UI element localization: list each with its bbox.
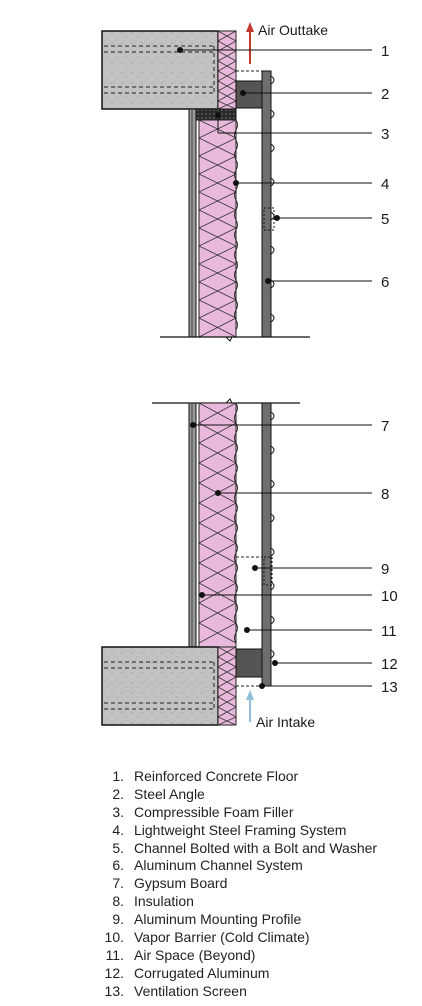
upper-detail <box>101 30 310 342</box>
legend-number: 9. <box>112 911 124 928</box>
legend-item: 8. Insulation <box>100 893 377 911</box>
legend-label: Ventilation Screen <box>134 982 247 999</box>
air-intake-arrow <box>246 690 254 722</box>
legend-item: 7. Gypsum Board <box>100 875 377 893</box>
legend-label: Compressible Foam Filler <box>134 803 294 820</box>
legend-item: 6. Aluminum Channel System <box>100 857 377 875</box>
legend-item: 9. Aluminum Mounting Profile <box>100 911 377 929</box>
legend-number: 7. <box>112 875 124 892</box>
legend-number: 3. <box>112 803 124 820</box>
legend-item: 5. Channel Bolted with a Bolt and Washer <box>100 840 377 858</box>
legend-number: 1. <box>112 768 124 784</box>
callout-12: 12 <box>381 656 398 673</box>
legend-list: 1. Reinforced Concrete Floor 2. Steel Angl… <box>100 768 378 1001</box>
legend-item: 12. Corrugated Aluminum <box>100 965 377 983</box>
callout-2: 2 <box>381 86 389 103</box>
air-outtake-arrow <box>246 22 254 64</box>
legend-label: Aluminum Channel System <box>134 857 303 874</box>
wall-section-diagram: Air Outtake <box>101 22 398 730</box>
legend-item: 4. Lightweight Steel Framing System <box>100 822 377 840</box>
legend-item: 13. Ventilation Screen <box>100 983 377 1001</box>
callout-6: 6 <box>381 274 389 291</box>
callout-8: 8 <box>381 486 389 503</box>
legend-number: 10. <box>104 929 124 946</box>
legend-number: 8. <box>112 893 124 910</box>
bolt-channel <box>263 207 275 231</box>
callout-7: 7 <box>381 418 389 435</box>
legend-label: Reinforced Concrete Floor <box>134 768 299 784</box>
insulation-upper <box>198 119 237 338</box>
concrete-floor-upper <box>101 30 219 110</box>
rebar-lower <box>104 661 215 710</box>
legend-number: 11. <box>105 946 124 963</box>
callout-9: 9 <box>381 561 389 578</box>
rebar-upper <box>104 45 215 94</box>
legend-item: 3. Compressible Foam Filler <box>100 804 377 822</box>
legend-label: Lightweight Steel Framing System <box>134 821 347 838</box>
legend-item: 11. Air Space (Beyond) <box>100 947 377 965</box>
legend-label: Gypsum Board <box>134 875 228 892</box>
gypsum-board-lower <box>188 402 197 648</box>
legend-item: 2. Steel Angle <box>100 786 377 804</box>
aluminum-channel-upper <box>261 70 272 338</box>
legend-label: Channel Bolted with a Bolt and Washer <box>134 839 378 856</box>
legend-number: 4. <box>112 821 124 838</box>
legend-label: Steel Angle <box>134 785 205 802</box>
legend-label: Aluminum Mounting Profile <box>134 911 302 928</box>
air-intake-label: Air Intake <box>256 714 315 730</box>
air-outtake-label: Air Outtake <box>258 22 328 38</box>
lower-detail <box>101 398 300 726</box>
callout-numbers: 1 2 3 4 5 6 7 8 9 10 11 12 13 <box>381 43 398 696</box>
concrete-floor-lower <box>101 646 219 726</box>
callout-5: 5 <box>381 211 389 228</box>
callout-11: 11 <box>381 623 397 640</box>
callout-10: 10 <box>381 588 398 605</box>
callout-1: 1 <box>381 43 389 60</box>
legend-item: 1. Reinforced Concrete Floor <box>100 768 377 786</box>
legend-number: 5. <box>112 839 124 856</box>
legend-number: 12. <box>104 964 124 981</box>
legend-number: 2. <box>112 785 124 802</box>
mounting-profile <box>263 556 273 586</box>
legend-number: 13. <box>104 982 124 999</box>
aluminum-channel-lower <box>261 402 272 687</box>
gypsum-board-upper <box>188 108 197 338</box>
legend-number: 6. <box>112 857 124 874</box>
callout-13: 13 <box>381 679 398 696</box>
callout-3: 3 <box>381 126 389 143</box>
callout-leaders <box>177 47 372 689</box>
legend-item: 10. Vapor Barrier (Cold Climate) <box>100 929 377 947</box>
legend-label: Air Space (Beyond) <box>134 946 256 963</box>
legend-label: Vapor Barrier (Cold Climate) <box>134 929 310 946</box>
legend-label: Corrugated Aluminum <box>134 964 270 981</box>
legend-label: Insulation <box>134 893 194 910</box>
callout-4: 4 <box>381 176 389 193</box>
